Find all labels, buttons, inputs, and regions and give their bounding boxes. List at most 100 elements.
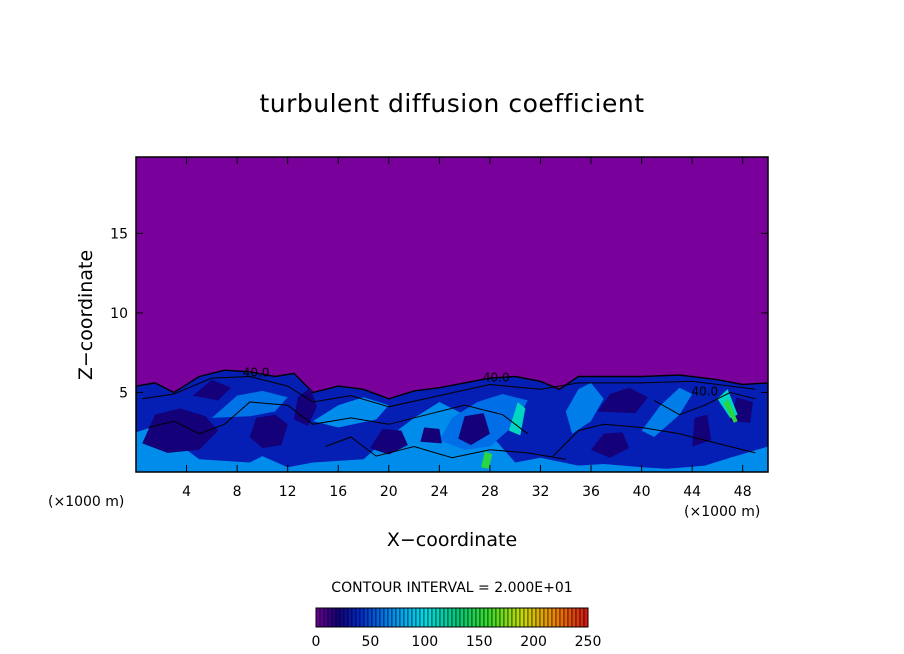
x-tick-label: 20 <box>380 484 398 500</box>
colorbar-cell <box>519 607 525 628</box>
colorbar-cell <box>415 607 421 628</box>
field-region <box>641 387 693 437</box>
y-tick-label: 10 <box>110 306 128 322</box>
y-axis-label: Z−coordinate <box>75 250 97 380</box>
field-region <box>249 414 288 449</box>
colorbar-cell <box>319 607 325 628</box>
colorbar-cell <box>567 607 573 628</box>
colorbar-cell <box>447 607 453 628</box>
x-tick-label: 32 <box>532 484 550 500</box>
colorbar-cell <box>571 607 577 628</box>
colorbar-cell <box>579 607 585 628</box>
colorbar-cell <box>455 607 461 628</box>
contour-line <box>325 436 566 460</box>
colorbar-cell <box>391 607 397 628</box>
colorbar-cell <box>555 607 561 628</box>
colorbar-cell <box>459 607 465 628</box>
field-region <box>508 402 526 436</box>
colorbar-cell <box>403 607 409 628</box>
field-region <box>294 387 317 426</box>
x-tick-label: 12 <box>279 484 297 500</box>
colorbar-cell <box>491 607 497 628</box>
colorbar-cell <box>335 607 341 628</box>
x-tick-label: 44 <box>683 484 701 500</box>
colorbar-cell <box>543 607 549 628</box>
contour-line <box>148 401 529 435</box>
colorbar-cell <box>479 607 485 628</box>
colorbar-cell <box>499 607 505 628</box>
colorbar-frame <box>315 607 589 628</box>
colorbar-cell <box>315 607 321 628</box>
contour-line <box>552 423 756 457</box>
colorbar-cell <box>379 607 385 628</box>
colorbar-cell <box>323 607 329 628</box>
field-region <box>730 397 753 423</box>
field-region <box>192 379 231 401</box>
contour-line <box>653 391 756 416</box>
colorbar-cell <box>583 607 589 628</box>
colorbar-cell <box>327 607 333 628</box>
contour-lines <box>142 375 756 460</box>
x-tick-label: 16 <box>329 484 347 500</box>
colorbar-cell <box>451 607 457 628</box>
field-region <box>565 382 604 434</box>
contour-line <box>142 375 756 408</box>
field-region <box>313 397 389 428</box>
contour-label: 40.0 <box>483 370 510 384</box>
x-axis-label: X−coordinate <box>387 529 517 551</box>
field-region <box>481 451 493 469</box>
colorbar-cell <box>483 607 489 628</box>
field-region <box>211 390 288 418</box>
colorbar-cell <box>427 607 433 628</box>
colorbar-cell <box>431 607 437 628</box>
x-unit-label-right: (×1000 m) <box>684 504 760 520</box>
colorbar-cell <box>387 607 393 628</box>
x-tick-label: 24 <box>430 484 448 500</box>
colorbar-tick-label: 50 <box>361 634 379 650</box>
colorbar-cell <box>423 607 429 628</box>
colorbar-cell <box>395 607 401 628</box>
colorbar-cell <box>411 607 417 628</box>
colorbar-cell <box>515 607 521 628</box>
x-tick-label: 40 <box>633 484 651 500</box>
y-tick-label: 15 <box>110 226 128 242</box>
colorbar-cell <box>331 607 337 628</box>
colorbar-cell <box>467 607 473 628</box>
colorbar-cell <box>419 607 425 628</box>
y-axis-ticks: 5 10 15 <box>110 226 768 401</box>
x-axis-ticks: 4 8 12 16 20 24 28 32 36 40 44 48 <box>182 157 752 500</box>
colorbar-cell <box>523 607 529 628</box>
colorbar-cell <box>487 607 493 628</box>
colorbar-cell <box>535 607 541 628</box>
field-region <box>458 413 490 445</box>
colorbar-cell <box>363 607 369 628</box>
chart-title: turbulent diffusion coefficient <box>259 89 644 118</box>
x-unit-label-left: (×1000 m) <box>48 494 124 510</box>
colorbar-cell <box>503 607 509 628</box>
contour-interval-text: CONTOUR INTERVAL = 2.000E+01 <box>331 580 572 596</box>
x-tick-label: 4 <box>182 484 191 500</box>
field-region <box>591 432 629 458</box>
x-tick-label: 36 <box>582 484 600 500</box>
field-region <box>142 408 219 453</box>
colorbar-cell <box>399 607 405 628</box>
colorbar-tick-label: 250 <box>575 634 602 650</box>
colorbar-cell <box>355 607 361 628</box>
colorbar-cell <box>359 607 365 628</box>
contour-labels: 40.0 40.0 40.0 <box>243 366 718 399</box>
field-region <box>369 429 408 455</box>
x-tick-label: 28 <box>481 484 499 500</box>
x-tick-label: 48 <box>734 484 752 500</box>
colorbar-tick-label: 200 <box>520 634 547 650</box>
colorbar-cell <box>511 607 517 628</box>
colorbar-cell <box>439 607 445 628</box>
colorbar-cell <box>443 607 449 628</box>
colorbar-cell <box>507 607 513 628</box>
colorbar-cell <box>563 607 569 628</box>
colorbar-cell <box>539 607 545 628</box>
colorbar-cell <box>559 607 565 628</box>
colorbar-cell <box>407 607 413 628</box>
field-region <box>420 427 442 444</box>
colorbar-tick-label: 100 <box>411 634 438 650</box>
